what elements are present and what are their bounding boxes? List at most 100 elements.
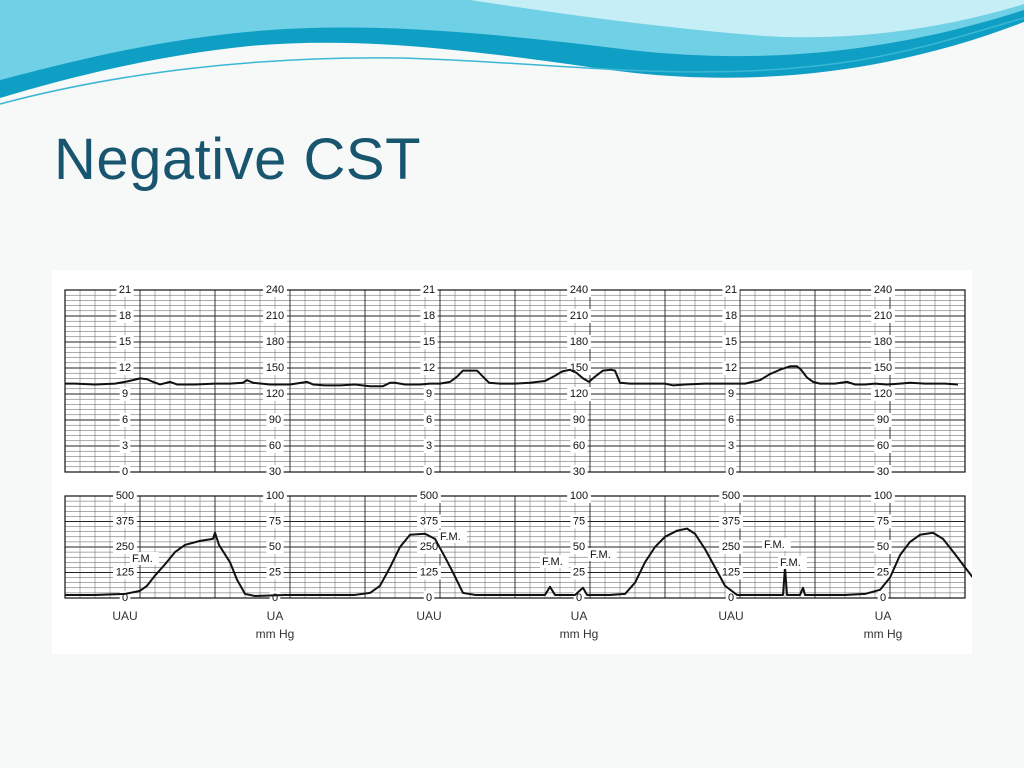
fhr-left-tick-label-bg bbox=[725, 465, 737, 479]
ua-left-tick-label: 375 bbox=[116, 515, 134, 527]
fhr-right-tick-label: 180 bbox=[874, 336, 892, 348]
axis-unit-label: UAU bbox=[112, 609, 137, 623]
axis-unit-label: UAU bbox=[416, 609, 441, 623]
fm-annotation-bg bbox=[778, 556, 807, 569]
fhr-right-tick-label-bg bbox=[567, 335, 591, 349]
fhr-right-tick-label: 90 bbox=[269, 414, 281, 426]
ua-left-tick-label: 500 bbox=[116, 490, 134, 502]
fhr-left-tick-label-bg bbox=[423, 413, 435, 427]
ua-right-tick-label-bg bbox=[266, 514, 284, 529]
fm-annotation-bg bbox=[762, 538, 791, 551]
ua-left-tick-label-bg bbox=[113, 540, 137, 554]
ua-left-tick-label: 375 bbox=[722, 515, 740, 527]
fhr-right-tick-label-bg bbox=[567, 309, 591, 323]
fhr-left-tick-label-bg bbox=[725, 439, 737, 453]
ua-right-tick-label: 75 bbox=[877, 515, 889, 527]
ua-right-tick-label: 0 bbox=[576, 592, 582, 604]
ua-right-tick-label: 50 bbox=[573, 541, 585, 553]
fhr-left-tick-label: 21 bbox=[725, 284, 737, 296]
fm-annotation: F.M. bbox=[542, 556, 563, 568]
fhr-left-tick-label: 18 bbox=[119, 310, 131, 322]
fhr-left-tick-label-bg bbox=[119, 465, 131, 479]
axis-unit-label: UAU bbox=[718, 609, 743, 623]
axis-unit-label: UA bbox=[571, 609, 588, 623]
fhr-left-tick-label-bg bbox=[119, 439, 131, 453]
ua-left-tick-label-bg bbox=[417, 540, 441, 554]
fhr-left-tick-label-bg bbox=[722, 335, 740, 349]
ua-right-tick-label: 0 bbox=[272, 592, 278, 604]
fhr-right-tick-label-bg bbox=[871, 387, 895, 401]
ua-trace bbox=[65, 527, 972, 597]
fhr-left-tick-label-bg bbox=[722, 283, 740, 297]
ua-left-tick-label-bg bbox=[719, 489, 743, 503]
fhr-left-tick-label: 3 bbox=[122, 440, 128, 452]
ua-left-tick-label-bg bbox=[113, 565, 137, 580]
fhr-left-tick-label-bg bbox=[420, 335, 438, 349]
ua-right-tick-label-bg bbox=[266, 565, 284, 580]
fhr-left-tick-label-bg bbox=[722, 309, 740, 323]
fhr-right-tick-label: 60 bbox=[269, 440, 281, 452]
fhr-right-tick-label-bg bbox=[871, 309, 895, 323]
fm-annotation-bg bbox=[130, 552, 159, 565]
fhr-right-tick-label-bg bbox=[263, 309, 287, 323]
ua-right-tick-label: 0 bbox=[880, 592, 886, 604]
fhr-left-tick-label-bg bbox=[116, 335, 134, 349]
fhr-left-tick-label-bg bbox=[420, 361, 438, 375]
fhr-left-tick-label-bg bbox=[116, 361, 134, 375]
axis-unit-label: mm Hg bbox=[560, 627, 599, 641]
fhr-right-tick-label: 30 bbox=[269, 466, 281, 478]
ctg-strip-chart: 2118151296302402101801501209060302118151… bbox=[52, 270, 972, 654]
fhr-left-tick-label: 9 bbox=[122, 388, 128, 400]
fhr-left-tick-label-bg bbox=[116, 309, 134, 323]
fhr-left-tick-label: 15 bbox=[725, 336, 737, 348]
fhr-left-tick-label: 6 bbox=[122, 414, 128, 426]
ua-right-tick-label: 100 bbox=[266, 490, 284, 502]
header-wave-decoration bbox=[0, 0, 1024, 105]
ua-right-tick-label-bg bbox=[570, 565, 588, 580]
ua-left-tick-label-bg bbox=[719, 565, 743, 580]
fhr-left-tick-label: 0 bbox=[728, 466, 734, 478]
fm-annotation-bg bbox=[540, 555, 569, 568]
ua-right-tick-label-bg bbox=[570, 514, 588, 529]
fhr-right-tick-label-bg bbox=[263, 361, 287, 375]
ua-right-tick-label: 75 bbox=[269, 515, 281, 527]
fhr-left-tick-label: 0 bbox=[122, 466, 128, 478]
ua-left-tick-label: 375 bbox=[420, 515, 438, 527]
fm-annotation: F.M. bbox=[440, 531, 461, 543]
ua-left-tick-label-bg bbox=[423, 591, 435, 605]
fhr-right-tick-label: 240 bbox=[874, 284, 892, 296]
fhr-right-tick-label-bg bbox=[263, 283, 287, 297]
fhr-left-tick-label: 3 bbox=[728, 440, 734, 452]
fhr-left-tick-label-bg bbox=[722, 361, 740, 375]
fhr-left-tick-label-bg bbox=[420, 283, 438, 297]
fhr-right-tick-label: 60 bbox=[877, 440, 889, 452]
ua-left-tick-label: 250 bbox=[420, 541, 438, 553]
fhr-right-tick-label-bg bbox=[567, 283, 591, 297]
ua-right-tick-label: 50 bbox=[877, 541, 889, 553]
fhr-right-tick-label-bg bbox=[266, 413, 284, 427]
ua-right-tick-label: 25 bbox=[573, 566, 585, 578]
fhr-left-tick-label: 15 bbox=[423, 336, 435, 348]
fhr-left-tick-label-bg bbox=[119, 387, 131, 401]
fm-annotation-bg bbox=[588, 548, 617, 561]
fhr-left-tick-label: 12 bbox=[725, 362, 737, 374]
fhr-left-tick-label-bg bbox=[119, 413, 131, 427]
ua-right-tick-label-bg bbox=[269, 591, 281, 605]
fhr-right-tick-label-bg bbox=[874, 465, 892, 479]
fhr-right-tick-label: 210 bbox=[874, 310, 892, 322]
fhr-right-tick-label: 210 bbox=[266, 310, 284, 322]
ctg-strip-image: 21 18 15 12 9 6 3 0 240 210 180 150 120 90 60 30 21 18 15 1… bbox=[52, 270, 972, 654]
wave-highlight bbox=[470, 0, 1024, 38]
fhr-right-tick-label-bg bbox=[874, 439, 892, 453]
ua-left-tick-label-bg bbox=[719, 540, 743, 554]
fhr-right-tick-label: 180 bbox=[266, 336, 284, 348]
fhr-right-tick-label: 60 bbox=[573, 440, 585, 452]
fhr-right-tick-label: 30 bbox=[573, 466, 585, 478]
fhr-right-tick-label: 120 bbox=[266, 388, 284, 400]
fhr-right-tick-label: 150 bbox=[874, 362, 892, 374]
ua-right-tick-label-bg bbox=[567, 489, 591, 503]
fhr-left-tick-label: 6 bbox=[426, 414, 432, 426]
fhr-left-tick-label: 0 bbox=[426, 466, 432, 478]
ua-left-tick-label-bg bbox=[417, 565, 441, 580]
fhr-trace bbox=[65, 365, 959, 388]
